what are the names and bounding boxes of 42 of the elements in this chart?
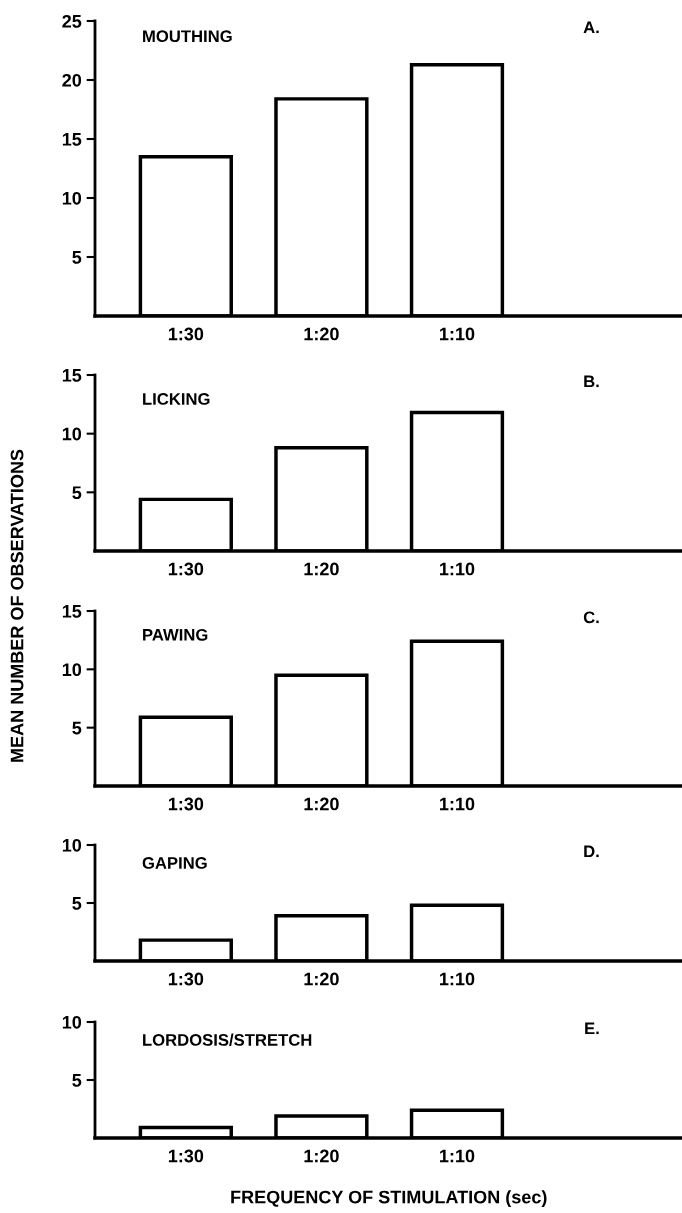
y-tick-label: 10: [62, 191, 82, 205]
x-tick-label: 1:10: [440, 797, 475, 811]
y-tick-label: 10: [62, 663, 82, 677]
text: E.: [585, 1022, 599, 1035]
text: D.: [584, 845, 599, 858]
y-tick-label: 25: [62, 14, 82, 28]
y-tick-label: 15: [62, 369, 82, 382]
x-tick-label: 1:20: [304, 797, 339, 811]
y-tick-label: 5: [72, 251, 82, 264]
x-tick-label: 1:30: [168, 1149, 204, 1163]
y-tick-label: 15: [62, 605, 82, 618]
x-tick-label: 1:30: [168, 327, 204, 341]
x-tick-label: 1:10: [440, 562, 475, 576]
y-tick-label: 10: [62, 838, 82, 852]
y-tick-label: 10: [62, 427, 82, 441]
text: B.: [584, 375, 599, 388]
y-tick-label: 5: [72, 721, 82, 735]
x-tick-label: 1:20: [304, 562, 339, 576]
x-tick-label: 1:10: [440, 1149, 475, 1163]
y-axis-title: MEAN NUMBER OF OBSERVATIONS: [10, 449, 24, 762]
x-tick-label: 1:30: [168, 562, 204, 576]
x-tick-label: 1:20: [304, 972, 339, 986]
y-tick-label: 5: [72, 897, 82, 910]
text: LORDOSIS/STRETCH: [143, 1033, 312, 1047]
text: A.: [583, 21, 599, 34]
x-axis-title: FREQUENCY OF STIMULATION (sec): [231, 1190, 547, 1207]
x-tick-label: 1:20: [304, 327, 339, 341]
x-tick-label: 1:30: [168, 797, 204, 811]
text: GAPING: [142, 857, 207, 869]
chart-title: MOUTHING: [143, 30, 232, 43]
text: PAWING: [143, 628, 208, 641]
x-tick-label: 1:20: [304, 1149, 339, 1163]
text: LICKING: [143, 393, 210, 405]
y-tick-label: 15: [62, 133, 82, 146]
x-tick-label: 1:30: [168, 972, 204, 986]
y-tick-label: 5: [72, 486, 82, 500]
y-tick-label: 20: [62, 73, 82, 87]
text: C.: [583, 611, 599, 624]
x-tick-label: 1:10: [440, 327, 475, 341]
y-tick-label: 10: [62, 1015, 82, 1029]
y-tick-label: 5: [72, 1074, 82, 1087]
x-tick-label: 1:10: [440, 972, 475, 986]
